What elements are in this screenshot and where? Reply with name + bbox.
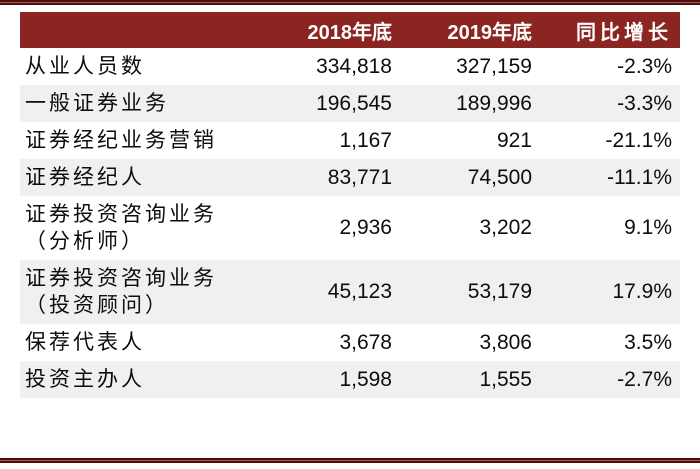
row-label: 投资主办人	[25, 367, 145, 391]
value-2018: 83,771	[327, 165, 392, 189]
value-2018: 334,818	[316, 54, 392, 78]
value-2018: 3,678	[339, 330, 392, 354]
value-2019: 921	[496, 128, 532, 152]
value-yoy: -11.1%	[607, 165, 672, 189]
value-2018: 196,545	[316, 91, 392, 115]
value-2019: 327,159	[456, 54, 532, 78]
table-row: 证券经纪业务营销 1,167 921 -21.1%	[20, 122, 680, 159]
value-yoy: -21.1%	[605, 128, 672, 152]
row-label: 一般证券业务	[25, 91, 169, 115]
table-row: 从业人员数 334,818 327,159 -2.3%	[20, 48, 680, 85]
table-row: 保荐代表人 3,678 3,806 3.5%	[20, 324, 680, 361]
value-2019: 74,500	[467, 165, 532, 189]
value-2018: 45,123	[327, 280, 392, 303]
table-row: 证券投资咨询业务 （投资顾问） 45,123 53,179 17.9%	[20, 260, 680, 324]
value-2019: 3,202	[479, 216, 532, 239]
table-row: 证券经纪人 83,771 74,500 -11.1%	[20, 159, 680, 196]
table-row: 投资主办人 1,598 1,555 -2.7%	[20, 361, 680, 398]
row-label: 证券投资咨询业务 （分析师）	[25, 202, 217, 253]
table-body: 从业人员数 334,818 327,159 -2.3% 一般证券业务 196,5…	[20, 48, 680, 398]
value-2019: 1,555	[479, 367, 532, 391]
table-row: 证券投资咨询业务 （分析师） 2,936 3,202 9.1%	[20, 196, 680, 260]
table-header-row: 2018年底 2019年底 同比增长	[20, 12, 680, 48]
row-label: 证券经纪业务营销	[25, 128, 217, 152]
value-yoy: -2.3%	[617, 54, 672, 78]
value-2019: 189,996	[456, 91, 532, 115]
column-header-yoy: 同比增长	[576, 21, 672, 44]
value-yoy: 9.1%	[624, 216, 672, 239]
bottom-rule	[0, 458, 700, 464]
top-rule	[0, 0, 700, 6]
row-label: 保荐代表人	[25, 330, 145, 354]
row-label: 证券投资咨询业务 （投资顾问）	[25, 266, 217, 317]
row-label: 从业人员数	[25, 54, 145, 78]
value-2018: 1,167	[339, 128, 392, 152]
value-yoy: -2.7%	[617, 367, 672, 391]
row-label: 证券经纪人	[25, 165, 145, 189]
value-2019: 53,179	[467, 280, 532, 303]
table-row: 一般证券业务 196,545 189,996 -3.3%	[20, 85, 680, 122]
value-2018: 1,598	[339, 367, 392, 391]
value-yoy: 17.9%	[612, 280, 672, 303]
value-2018: 2,936	[339, 216, 392, 239]
personnel-statistics-table: 2018年底 2019年底 同比增长 从业人员数 334,818 327,159…	[20, 12, 680, 398]
value-2019: 3,806	[479, 330, 532, 354]
value-yoy: 3.5%	[624, 330, 672, 354]
column-header-2018: 2018年底	[307, 21, 393, 44]
column-header-2019: 2019年底	[447, 21, 533, 44]
value-yoy: -3.3%	[617, 91, 672, 115]
